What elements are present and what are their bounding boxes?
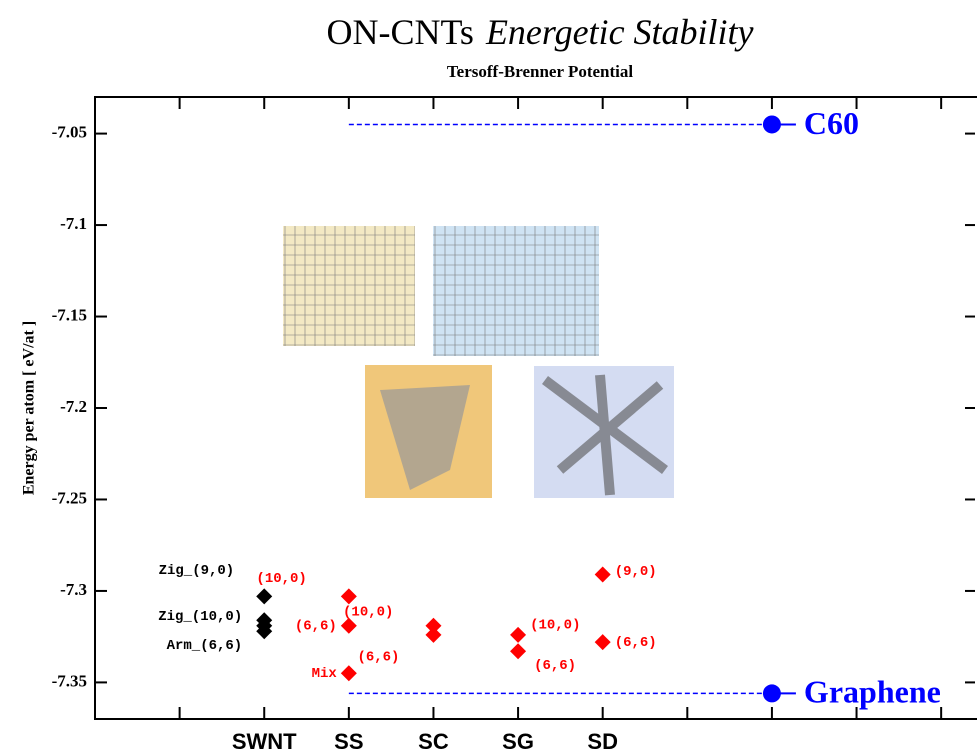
- x-tick-label: SS: [334, 729, 363, 754]
- point-label: (6,6): [295, 618, 337, 634]
- x-tick-label: SWNT: [232, 729, 297, 754]
- point-label: (6,6): [534, 658, 576, 674]
- x-tick-label: SG: [502, 729, 534, 754]
- chart-subtitle: Tersoff-Brenner Potential: [447, 62, 633, 81]
- y-tick-label: -7.25: [52, 488, 87, 507]
- inset-images: [283, 226, 674, 498]
- point-label: Zig_(9,0): [159, 563, 235, 579]
- point-label: (10,0): [343, 604, 393, 620]
- point-label: (6,6): [357, 650, 399, 666]
- y-tick-label: -7.1: [60, 214, 87, 233]
- point: [341, 588, 357, 604]
- point: [341, 665, 357, 681]
- point: [595, 566, 611, 582]
- y-tick-label: -7.15: [52, 305, 87, 324]
- y-tick-label: -7.35: [52, 671, 87, 690]
- reference-label: Graphene: [804, 674, 941, 710]
- point: [425, 627, 441, 643]
- point: [595, 634, 611, 650]
- y-tick-label: -7.2: [60, 397, 87, 416]
- y-axis-label: Energy per atom [ eV/at ]: [21, 321, 38, 495]
- point-label: (10,0): [530, 618, 580, 634]
- point: [510, 643, 526, 659]
- x-tick-label: SC: [418, 729, 449, 754]
- y-tick-label: -7.05: [52, 122, 87, 141]
- point-label: (10,0): [256, 571, 306, 587]
- point-label: (9,0): [615, 564, 657, 580]
- point-label: Arm_(6,6): [167, 638, 243, 654]
- point-label: Mix: [312, 666, 338, 682]
- y-tick-label: -7.3: [60, 580, 87, 599]
- image-ss-mesh: [283, 226, 415, 346]
- point-label: Zig_(10,0): [158, 609, 242, 625]
- image-sc-mesh: [433, 226, 599, 356]
- reference-label: C60: [804, 105, 859, 141]
- x-tick-label: SD: [587, 729, 618, 754]
- chart: ON-CNTsEnergetic Stability Tersoff-Brenn…: [0, 0, 977, 756]
- point-label: (6,6): [615, 635, 657, 651]
- point: [256, 588, 272, 604]
- point: [510, 627, 526, 643]
